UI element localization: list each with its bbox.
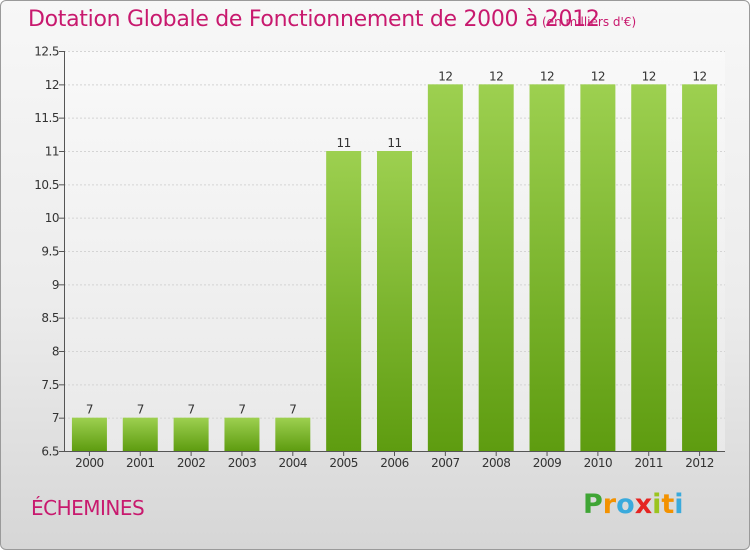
y-tick-label: 9.5 <box>41 245 59 259</box>
logo-letter: x <box>634 489 653 520</box>
bar <box>529 84 565 451</box>
y-tick-label: 7.5 <box>41 378 59 392</box>
x-tick-label: 2000 <box>75 456 104 470</box>
data-label: 12 <box>489 69 503 83</box>
proxiti-logo: Proxiti <box>583 489 684 520</box>
bar <box>478 84 514 451</box>
axes <box>59 51 725 456</box>
x-tick-label: 2005 <box>329 456 358 470</box>
data-label: 12 <box>438 69 452 83</box>
y-tick-label: 7 <box>52 411 59 425</box>
unit-label: (en milliers d'€) <box>542 15 637 29</box>
data-label: 12 <box>642 69 656 83</box>
x-tick-label: 2002 <box>177 456 206 470</box>
chart-title: Dotation Globale de Fonctionnement de 20… <box>28 7 600 32</box>
bar <box>122 417 158 451</box>
data-label: 7 <box>188 403 195 417</box>
data-label: 12 <box>540 69 554 83</box>
bar <box>275 417 311 451</box>
logo-letter: i <box>652 489 662 520</box>
labels: 6.5 7 7.5 8 8.5 9 9.5 10 10.5 11 11.5 12 12.5 2000 7 20… <box>34 45 714 471</box>
logo-letter: P <box>583 489 603 520</box>
y-tick-label: 9 <box>52 278 59 292</box>
data-label: 12 <box>692 69 706 83</box>
x-tick-label: 2012 <box>685 456 714 470</box>
x-tick-label: 2007 <box>431 456 460 470</box>
data-label: 7 <box>86 403 93 417</box>
data-label: 11 <box>387 136 401 150</box>
bar <box>224 417 260 451</box>
x-tick-label: 2008 <box>482 456 511 470</box>
data-label: 12 <box>591 69 605 83</box>
commune-name: ÉCHEMINES <box>31 496 145 520</box>
logo-letter: o <box>616 489 635 520</box>
y-tick-label: 11.5 <box>34 111 59 125</box>
bar <box>631 84 667 451</box>
y-tick-label: 8 <box>52 345 59 359</box>
bars <box>71 84 718 451</box>
y-tick-label: 10 <box>45 211 59 225</box>
x-tick-label: 2010 <box>584 456 613 470</box>
y-tick-label: 10.5 <box>34 178 59 192</box>
bar <box>682 84 718 451</box>
bar <box>580 84 616 451</box>
logo-letter: i <box>674 489 684 520</box>
bar <box>326 151 362 451</box>
data-label: 11 <box>337 136 351 150</box>
x-tick-label: 2009 <box>533 456 562 470</box>
y-tick-label: 11 <box>45 145 59 159</box>
y-tick-label: 12 <box>45 78 59 92</box>
y-tick-label: 12.5 <box>34 45 59 59</box>
x-tick-label: 2004 <box>279 456 308 470</box>
y-tick-label: 6.5 <box>41 445 59 459</box>
x-tick-label: 2003 <box>228 456 257 470</box>
logo-letter: t <box>661 489 675 520</box>
bar <box>71 417 107 451</box>
bar <box>377 151 412 451</box>
data-label: 7 <box>137 403 144 417</box>
data-label: 7 <box>238 403 245 417</box>
x-tick-label: 2011 <box>634 456 663 470</box>
y-tick-label: 8.5 <box>41 311 59 325</box>
x-tick-label: 2006 <box>380 456 409 470</box>
logo-letter: r <box>602 489 617 520</box>
data-label: 7 <box>289 403 296 417</box>
bar <box>173 417 209 451</box>
bar <box>427 84 463 451</box>
x-tick-label: 2001 <box>126 456 155 470</box>
